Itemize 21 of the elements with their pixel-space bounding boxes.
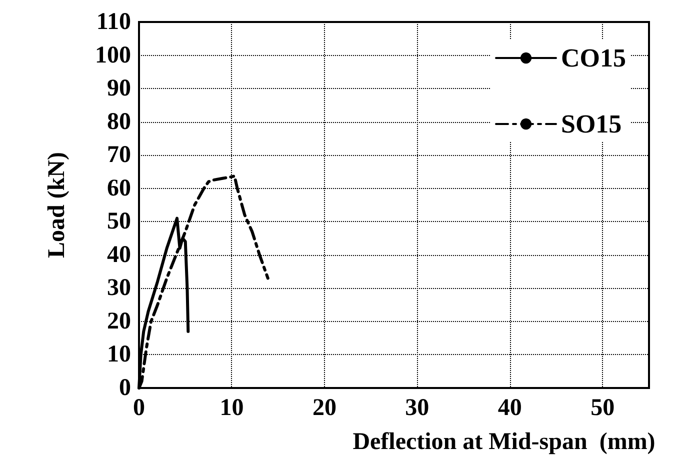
y-tick-label: 90 [107,76,131,102]
y-axis-title: Load (kN) [44,152,70,258]
y-tick-label: 110 [96,9,131,35]
x-tick-label: 40 [498,395,522,421]
y-tick-label: 80 [107,108,131,135]
y-tick-label: 10 [107,342,131,368]
y-tick-label: 100 [95,42,131,68]
x-tick-label: 20 [312,395,336,421]
y-tick-label: 20 [107,308,131,334]
y-tick-label: 0 [119,375,131,401]
y-tick-label: 30 [107,275,131,302]
x-tick-label: 50 [590,395,615,421]
y-tick-label: 60 [107,175,131,202]
x-tick-label: 30 [405,395,430,421]
y-tick-label: 40 [107,242,131,268]
y-tick-label: 50 [107,208,131,235]
x-axis-title: Deflection at Mid-span (mm) [352,429,656,455]
legend-label: SO15 [561,110,622,138]
y-tick-label: 70 [107,142,131,168]
legend-label: CO15 [561,44,626,72]
x-tick-label: 10 [220,395,244,421]
